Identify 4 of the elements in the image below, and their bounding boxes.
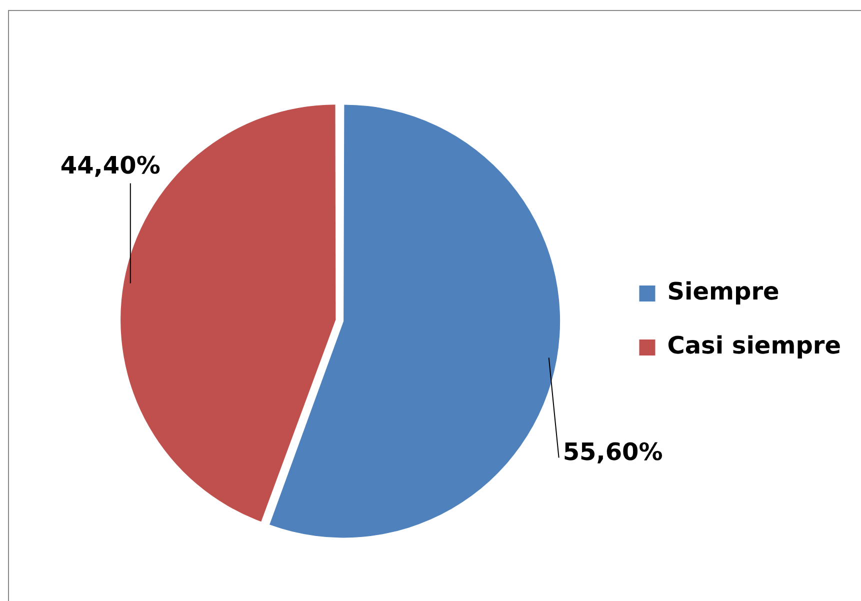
data-label: 55,60%	[562, 438, 663, 466]
legend-label: Casi siempre	[667, 332, 841, 360]
legend-label: Siempre	[667, 278, 780, 306]
data-label: 44,40%	[60, 152, 160, 180]
